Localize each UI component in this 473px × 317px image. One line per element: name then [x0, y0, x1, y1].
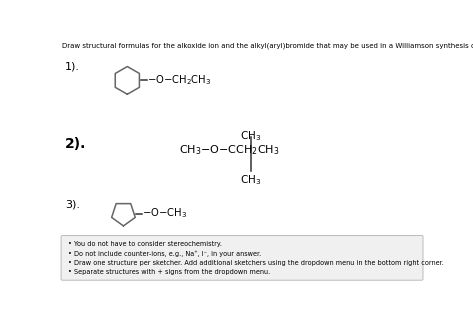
- Text: $-$O$-$CH$_2$CH$_3$: $-$O$-$CH$_2$CH$_3$: [148, 74, 212, 87]
- Text: 3).: 3).: [65, 200, 80, 210]
- Text: • Do not include counter-ions, e.g., Na⁺, I⁻, in your answer.: • Do not include counter-ions, e.g., Na⁺…: [68, 250, 261, 257]
- Text: Draw structural formulas for the alkoxide ion and the alkyl(aryl)bromide that ma: Draw structural formulas for the alkoxid…: [62, 43, 473, 49]
- Text: CH$_3$: CH$_3$: [240, 129, 261, 143]
- Text: • Draw one structure per sketcher. Add additional sketchers using the dropdown m: • Draw one structure per sketcher. Add a…: [68, 260, 444, 266]
- Text: CH$_3$: CH$_3$: [240, 173, 261, 187]
- FancyBboxPatch shape: [61, 236, 423, 280]
- Text: • Separate structures with + signs from the dropdown menu.: • Separate structures with + signs from …: [68, 269, 270, 275]
- Text: 1).: 1).: [65, 61, 80, 71]
- Text: $-$O$-$CH$_3$: $-$O$-$CH$_3$: [142, 207, 187, 221]
- Text: 2).: 2).: [65, 137, 87, 151]
- Text: CH$_3$$-$O$-$CCH$_2$CH$_3$: CH$_3$$-$O$-$CCH$_2$CH$_3$: [179, 143, 280, 157]
- Text: • You do not have to consider stereochemistry.: • You do not have to consider stereochem…: [68, 241, 222, 247]
